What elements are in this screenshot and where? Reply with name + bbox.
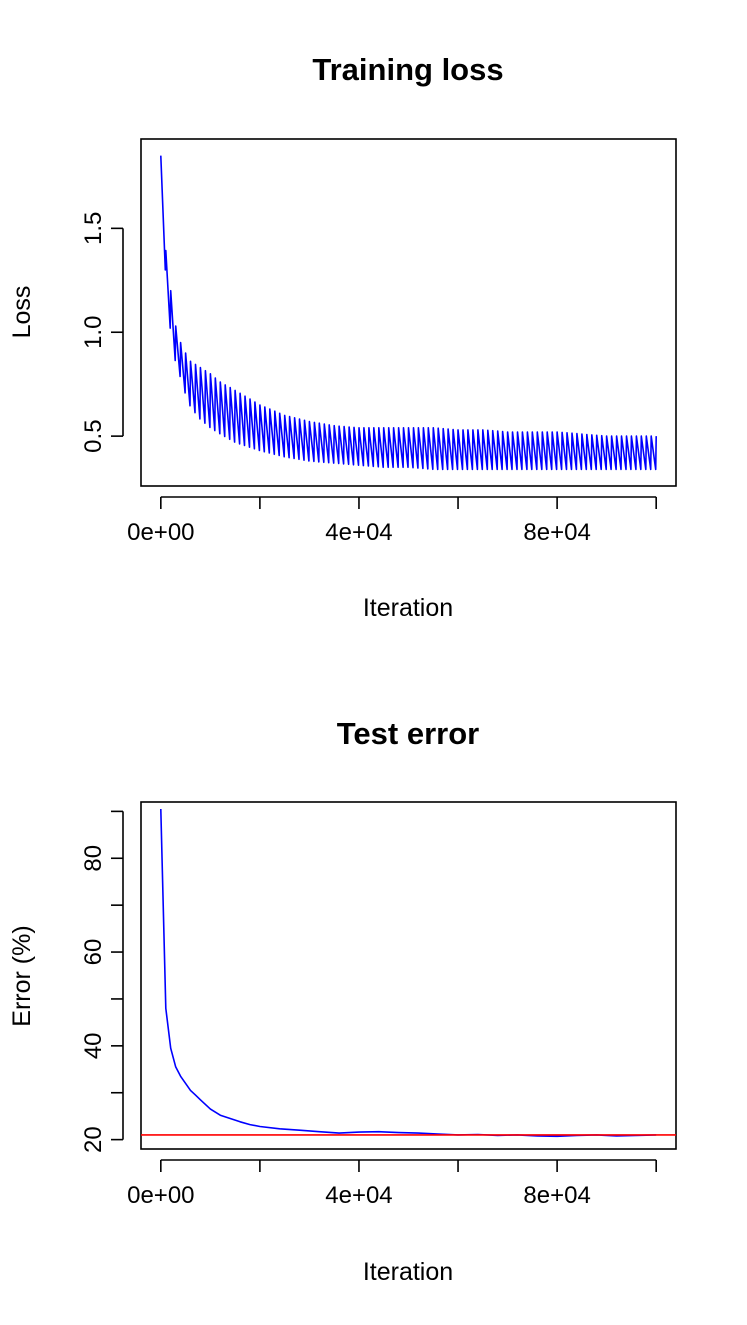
x-tick-label: 4e+04 <box>325 1182 392 1209</box>
x-axis: 0e+00 4e+04 8e+04 <box>127 496 657 546</box>
y-axis-label: Error (%) <box>8 925 36 1026</box>
training-loss-panel: Training loss 0e+00 4e+04 8e+04 0.51.01.5 … <box>8 52 677 622</box>
series-line <box>160 155 657 471</box>
y-tick-label: 80 <box>80 845 107 872</box>
x-axis-label: Iteration <box>363 1258 453 1286</box>
series-marks <box>160 155 657 471</box>
y-tick-label: 1.5 <box>80 212 107 245</box>
y-axis: 20 40 60 80 <box>80 810 124 1153</box>
chart-title: Training loss <box>312 52 503 87</box>
plot-frame <box>140 801 677 1150</box>
x-tick-label: 0e+00 <box>127 1182 194 1209</box>
chart-title: Test error <box>337 716 479 751</box>
x-tick-label: 8e+04 <box>523 1182 590 1209</box>
series-marks <box>141 808 676 1138</box>
y-axis: 0.5 1.0 1.5 <box>80 212 124 453</box>
y-tick-label: 0.5 <box>80 419 107 452</box>
x-tick-label: 8e+04 <box>523 519 590 546</box>
y-tick-label: 40 <box>80 1032 107 1059</box>
y-tick-label: 1.0 <box>80 316 107 349</box>
x-axis-label: Iteration <box>363 594 453 622</box>
y-axis-label: Loss <box>8 286 36 339</box>
series-line <box>160 808 657 1138</box>
y-tick-label: 20 <box>80 1126 107 1153</box>
plot-frame <box>140 138 677 487</box>
y-tick-label: 60 <box>80 939 107 966</box>
x-tick-label: 4e+04 <box>325 519 392 546</box>
test-error-panel: Test error 0e+00 4e+04 8e+04 20 40 60 80 Iter… <box>8 716 677 1286</box>
x-axis: 0e+00 4e+04 8e+04 <box>127 1159 657 1209</box>
x-tick-label: 0e+00 <box>127 519 194 546</box>
